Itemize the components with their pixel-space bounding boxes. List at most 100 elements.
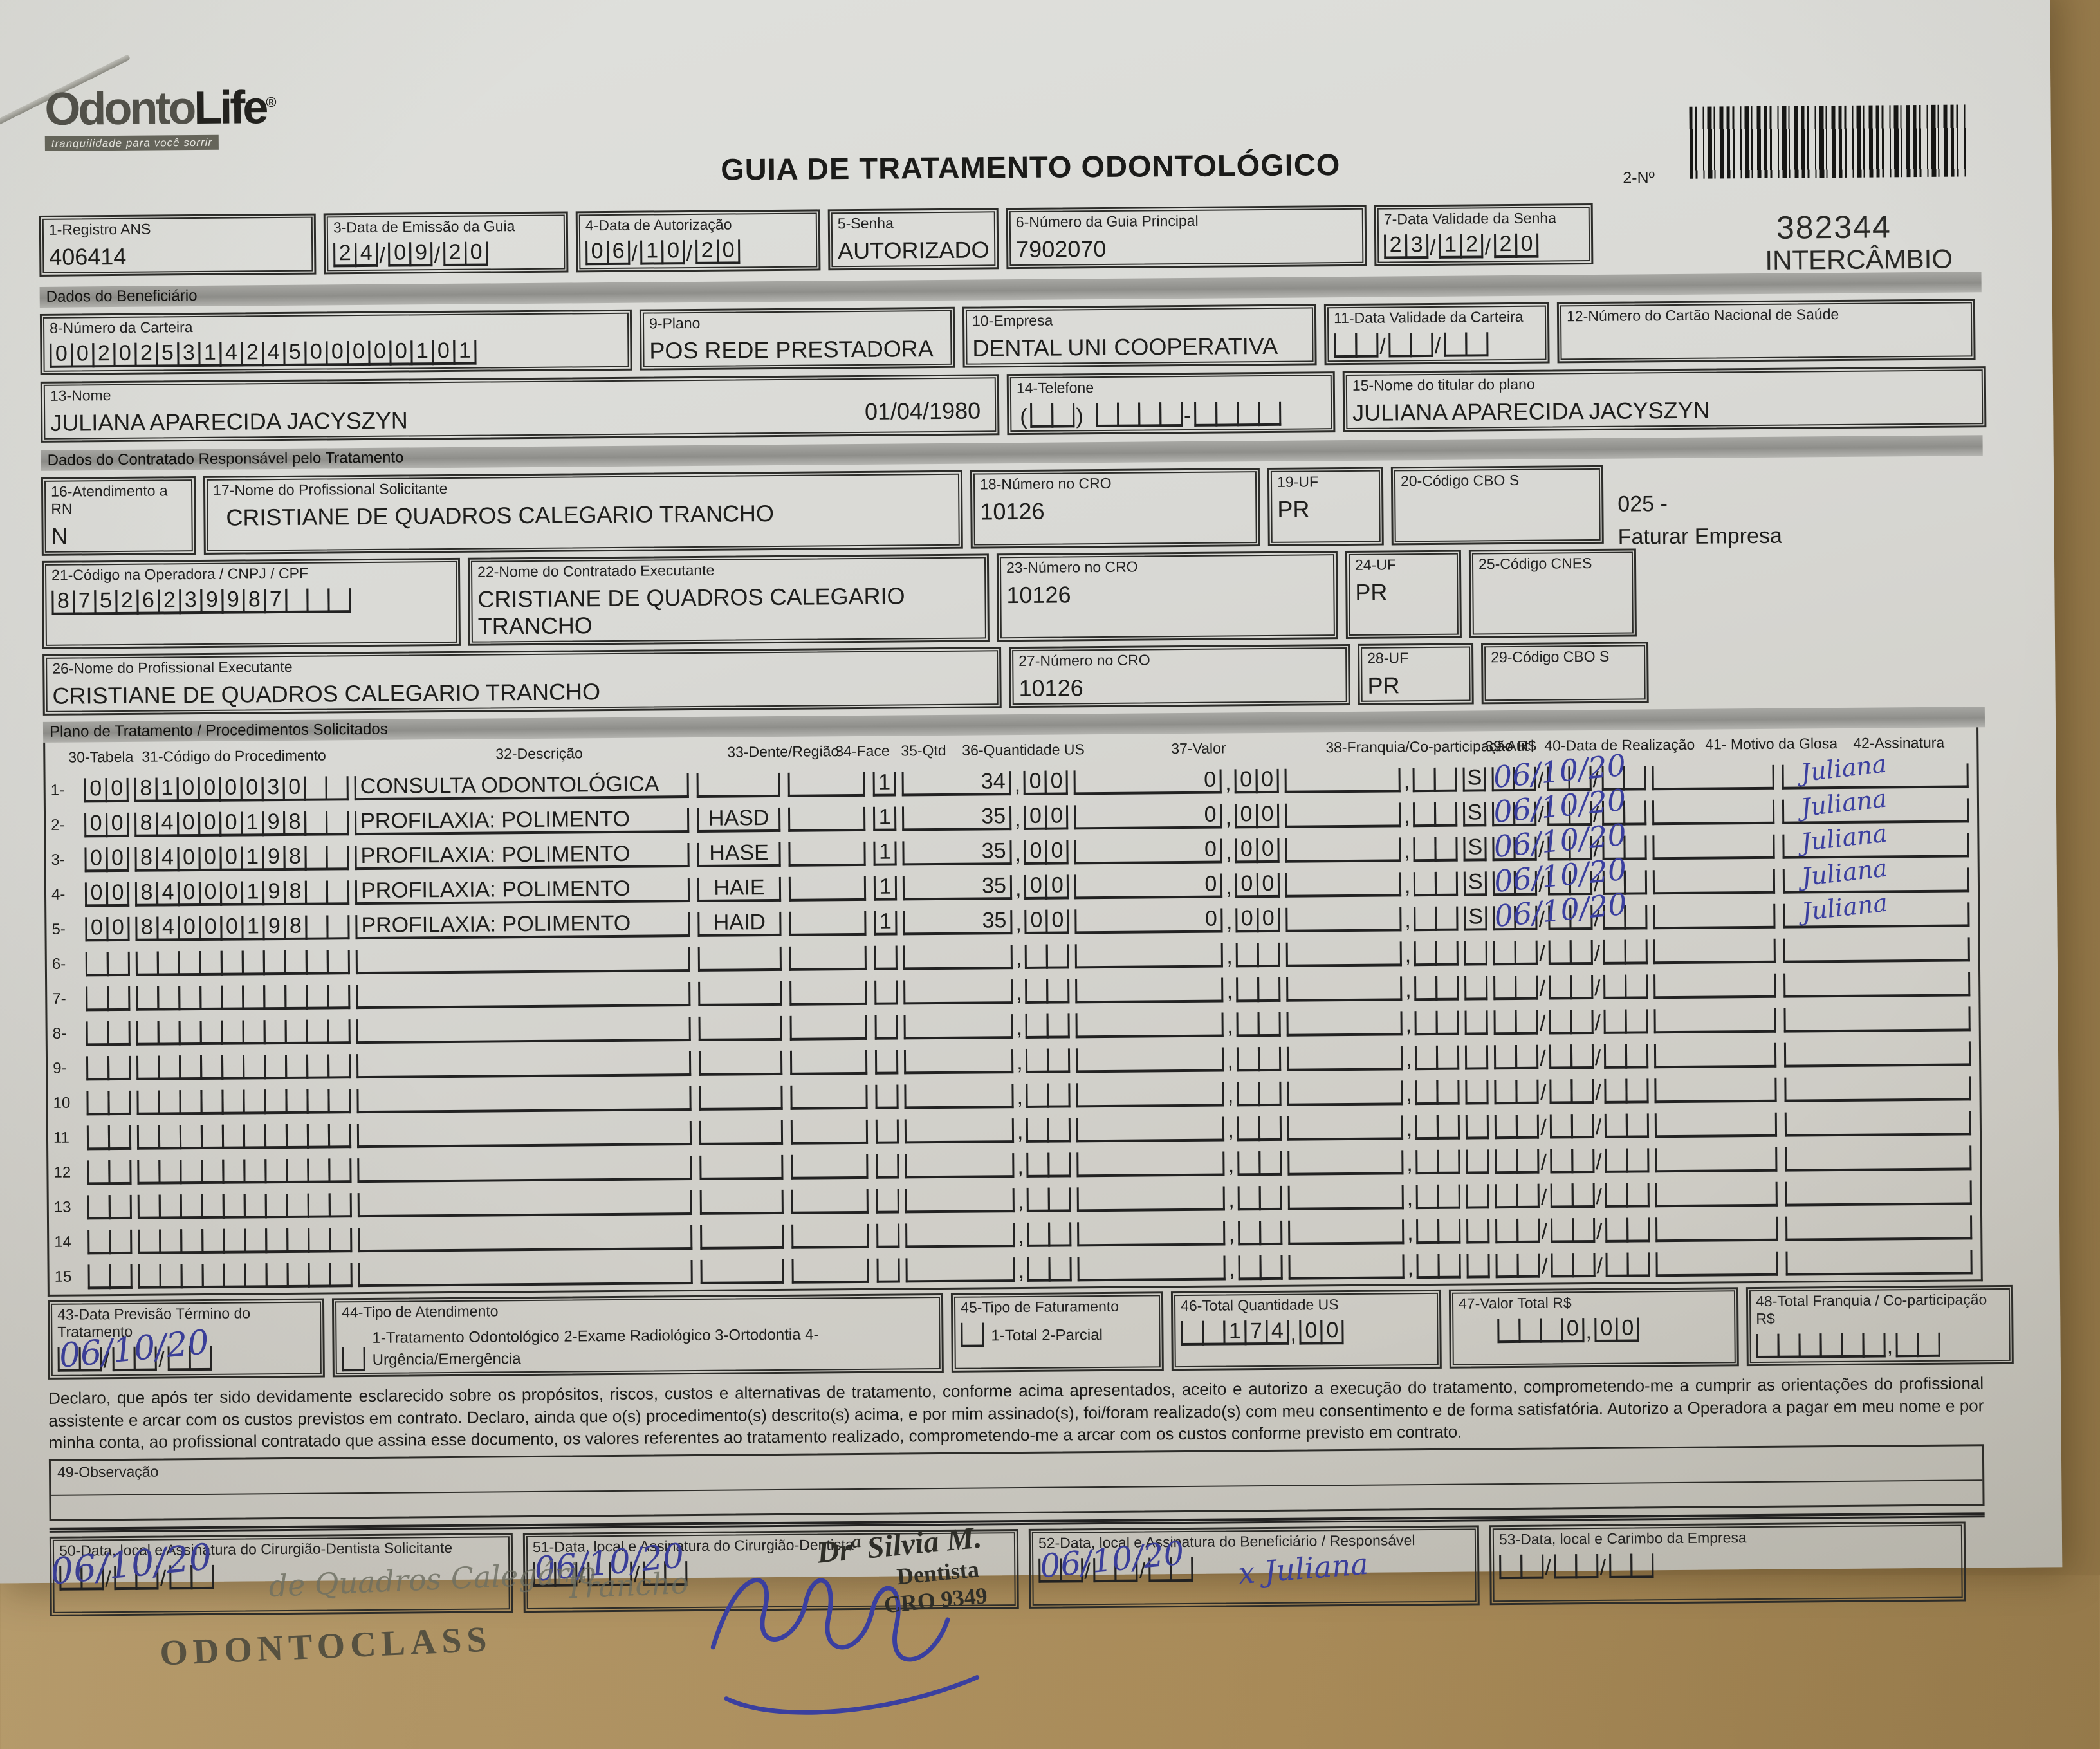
odontoclass-stamp: ODONTOCLASS — [159, 1618, 493, 1674]
face-seg — [788, 807, 865, 832]
quantidade-us-group: , — [904, 1013, 1069, 1039]
field-value: DENTAL UNI COOPERATIVA — [972, 333, 1278, 362]
field-tipo-faturamento: 45-Tipo de Faturamento 1-Total 2-Parcial — [951, 1291, 1164, 1373]
field-label: 5-Senha — [838, 214, 989, 232]
descricao-seg — [356, 982, 690, 1009]
handwritten-signature: Juliana — [1800, 750, 1888, 788]
qtd-comb: 1 — [873, 772, 894, 797]
quantidade-us-group: , — [904, 1048, 1069, 1074]
beneficiary-signature: x Juliana — [1237, 1546, 1370, 1591]
face-seg — [791, 1154, 868, 1180]
qtd-comb — [875, 1050, 896, 1075]
qtd-comb — [876, 1259, 898, 1283]
col-codigo: 31-Código do Procedimento — [142, 746, 326, 765]
aut-comb: S — [1464, 837, 1485, 861]
valor-group: , — [1077, 1186, 1280, 1212]
field-cnes: 25-Código CNES — [1469, 548, 1637, 638]
franquia-group: , — [1286, 976, 1457, 1002]
franquia-group: , — [1285, 907, 1457, 932]
logo-text-secondary: Life — [194, 82, 266, 134]
field-value: PR — [1355, 579, 1387, 606]
tabela-comb — [86, 986, 128, 1012]
col-tabela: 30-Tabela — [68, 748, 133, 766]
glosa-seg — [1655, 1078, 1777, 1103]
tipo-faturamento-options: 1-Total 2-Parcial — [961, 1321, 1154, 1347]
row-number: 15 — [55, 1264, 80, 1289]
field-label: 15-Nome do titular do plano — [1352, 372, 1976, 394]
franquia-group: , — [1288, 1219, 1459, 1245]
field-validade-carteira: 11-Data Validade da Carteira / / — [1324, 302, 1550, 366]
procedures-table: 30-Tabela 31-Código do Procedimento 32-D… — [43, 727, 1983, 1297]
data-realizacao-group: / / — [1494, 1009, 1646, 1035]
data-realizacao-group: / / — [1495, 1183, 1648, 1208]
dente-seg: HASD — [697, 808, 780, 833]
franquia-group: , — [1286, 941, 1457, 967]
dente-seg: HASE — [697, 842, 780, 867]
descricao-seg — [357, 1156, 692, 1183]
valor-group: , — [1077, 1151, 1280, 1177]
field-label: 17-Nome do Profissional Solicitante — [213, 476, 953, 499]
quantidade-us-group: , — [905, 1187, 1070, 1213]
franquia-group: , — [1288, 1254, 1459, 1280]
field-value: 10126 — [1018, 674, 1083, 702]
descricao-seg — [356, 1051, 691, 1078]
phone-comb: () - — [1017, 401, 1325, 428]
totals-row: 43-Data Previsão Término do Tratamento /… — [48, 1285, 2025, 1380]
codigo-comb — [138, 1228, 350, 1254]
quantidade-us-group: , — [905, 1118, 1069, 1143]
date-comb-blank: / / — [1499, 1551, 1956, 1579]
descricao-seg — [357, 1121, 692, 1148]
field-observacao: 49-Observação — [49, 1444, 1985, 1521]
field-cro-solicitante: 18-Número no CRO 10126 — [970, 468, 1260, 549]
data-realizacao-group: / / — [1493, 974, 1646, 1000]
glosa-seg — [1653, 974, 1776, 999]
registered-mark: ® — [266, 94, 273, 110]
dente-seg — [699, 1120, 783, 1145]
tabela-comb — [88, 1264, 131, 1290]
descricao-seg: PROFILAXIA: POLIMENTO — [355, 843, 689, 870]
glosa-seg — [1653, 835, 1775, 860]
codigo-comb — [137, 1124, 349, 1150]
field-senha: 5-Senha AUTORIZADO — [828, 208, 999, 270]
field-value: CRISTIANE DE QUADROS CALEGARIO TRANCHO — [52, 678, 600, 710]
dente-seg — [699, 1051, 782, 1076]
field-label: 14-Telefone — [1017, 377, 1325, 397]
field-cro-executante: 27-Número no CRO 10126 — [1009, 644, 1350, 708]
field-label: 10-Empresa — [972, 310, 1307, 329]
signatures-zone: 50-Data, local e Assinatura do Cirurgião… — [50, 1521, 1985, 1616]
field-profissional-executante: 26-Nome do Profissional Executante CRIST… — [42, 647, 1002, 716]
assinatura-seg — [1786, 1250, 1973, 1275]
qtd-comb: 1 — [874, 911, 895, 936]
dente-seg — [700, 1225, 784, 1250]
field-plano: 9-Plano POS REDE PRESTADORA — [640, 307, 955, 371]
codigo-comb — [138, 1193, 350, 1219]
data-realizacao-group: / / — [1495, 1113, 1647, 1139]
field-label: 3-Data de Emissão da Guia — [333, 217, 558, 237]
tabela-comb — [87, 1125, 129, 1151]
barcode-label: 2-Nº — [1623, 169, 1655, 187]
field-profissional-solicitante: 17-Nome do Profissional Solicitante CRIS… — [203, 470, 963, 555]
field-label: 24-UF — [1355, 556, 1451, 574]
face-seg — [789, 876, 866, 902]
franquia-group: , — [1286, 1011, 1457, 1037]
franquia-group: , — [1287, 1080, 1458, 1106]
qtd-comb: 1 — [874, 876, 895, 901]
field-value: JULIANA APARECIDA JACYSZYN — [50, 407, 408, 436]
form-header: OdontoLife® tranquilidade para você sorr… — [37, 0, 2016, 279]
face-seg — [791, 1120, 868, 1145]
date-comb-blank: / / 06/10/20 — [58, 1346, 315, 1372]
field-cbo-executante: 29-Código CBO S — [1481, 642, 1649, 704]
aut-comb: S — [1464, 871, 1485, 896]
field-label: 46-Total Quantidade US — [1181, 1295, 1432, 1315]
field-value: 10126 — [1006, 581, 1071, 609]
aut-comb — [1466, 1219, 1488, 1243]
